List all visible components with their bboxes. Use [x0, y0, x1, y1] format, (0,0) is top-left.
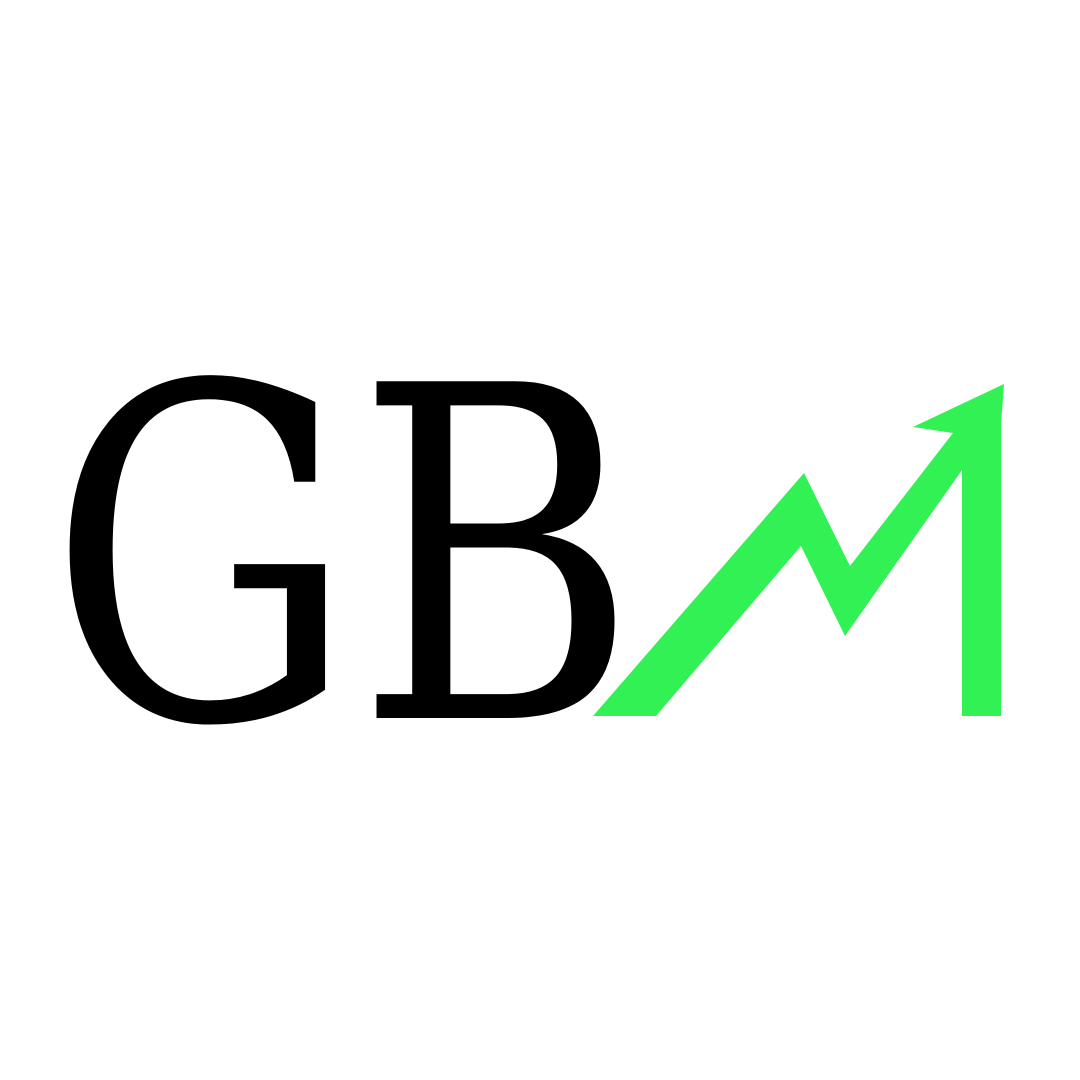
- trending-up-arrow-icon: [593, 384, 1004, 716]
- logo-lettermark: GB: [48, 289, 638, 827]
